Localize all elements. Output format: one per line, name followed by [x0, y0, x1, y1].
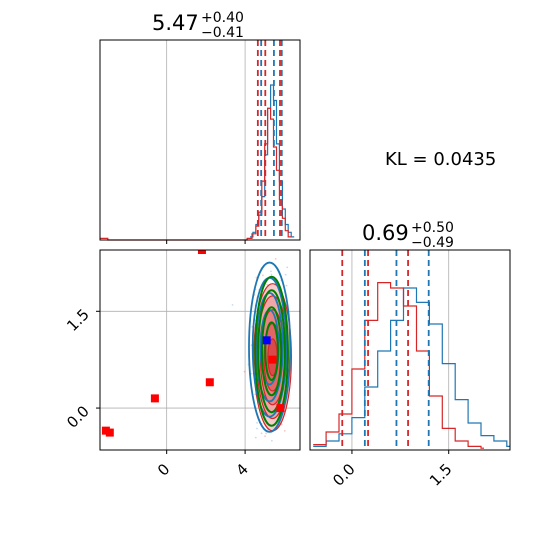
marginal-2-frame [309, 249, 511, 451]
joint-contour-extra [264, 321, 279, 382]
joint-frame [99, 249, 301, 451]
joint-sample-point [265, 432, 268, 435]
joint-sample-point [267, 455, 269, 457]
marginal-panel-param-1 [99, 39, 301, 244]
title-param-2-minus: −0.49 [411, 235, 454, 251]
joint-red-marker [105, 428, 114, 437]
joint-x-tick-label: 4 [232, 460, 251, 479]
joint-sample-point [270, 273, 273, 276]
joint-sample-point [261, 274, 264, 277]
title-param-1: 5.47 +0.40 −0.41 [152, 10, 244, 41]
joint-blue-marker [262, 336, 271, 345]
joint-contour-series-a [255, 292, 284, 403]
marginal-2-tick-label: 0.0 [329, 460, 359, 490]
marginal-1-background [100, 40, 300, 240]
title-param-2-plus: +0.50 [411, 220, 454, 236]
joint-sample-point [266, 283, 269, 286]
marginal-panel-param-2: 0.0 1.5 [309, 249, 511, 490]
kl-annotation: KL = 0.0435 [385, 149, 496, 170]
joint-y-tick-label: 0.0 [63, 402, 93, 432]
joint-sample-point [284, 273, 287, 276]
joint-y-tick-label: 1.5 [63, 305, 93, 335]
joint-contour-series-a [248, 261, 292, 433]
joint-sample-point [264, 435, 266, 438]
joint-contour-extra [257, 289, 286, 414]
marginal-1-frame [99, 39, 301, 241]
joint-sample-point [256, 422, 258, 424]
joint-sample-point [267, 522, 269, 524]
joint-sample-point [256, 427, 258, 430]
joint-sample-point [243, 370, 246, 373]
joint-sample-point [284, 241, 286, 243]
joint-panel: 0 4 0.0 1.5 [63, 241, 301, 524]
joint-red-marker [197, 250, 206, 254]
joint-sample-point [283, 429, 286, 432]
joint-sample-point [274, 257, 277, 260]
joint-x-tick-label: 0 [154, 460, 173, 479]
joint-red-marker [276, 404, 285, 413]
joint-red-marker [205, 378, 214, 387]
marginal-2-series-a-line [313, 287, 510, 447]
joint-contour-extra [254, 275, 289, 427]
joint-clipped-content [101, 241, 300, 524]
joint-sample-point [250, 372, 253, 375]
joint-sample-point [231, 303, 234, 306]
joint-sample-point [286, 266, 289, 269]
title-param-2-main: 0.69 [362, 221, 409, 245]
marginal-2-background [310, 250, 510, 450]
joint-sample-point [270, 439, 273, 442]
joint-red-marker [268, 355, 277, 364]
joint-red-marker [150, 394, 159, 403]
title-param-1-minus: −0.41 [201, 25, 244, 41]
marginal-2-tick-label: 1.5 [426, 460, 456, 490]
joint-sample-point [254, 393, 257, 396]
joint-sample-point [270, 270, 272, 273]
title-param-1-plus: +0.40 [201, 10, 244, 26]
title-param-1-main: 5.47 [152, 11, 199, 35]
title-param-2: 0.69 +0.50 −0.49 [362, 220, 454, 251]
joint-sample-point [260, 432, 263, 435]
marginal-2-series-b-line [313, 282, 484, 449]
joint-sample-point [285, 284, 288, 287]
joint-contour-extra [260, 306, 283, 397]
joint-sample-point [254, 436, 257, 439]
